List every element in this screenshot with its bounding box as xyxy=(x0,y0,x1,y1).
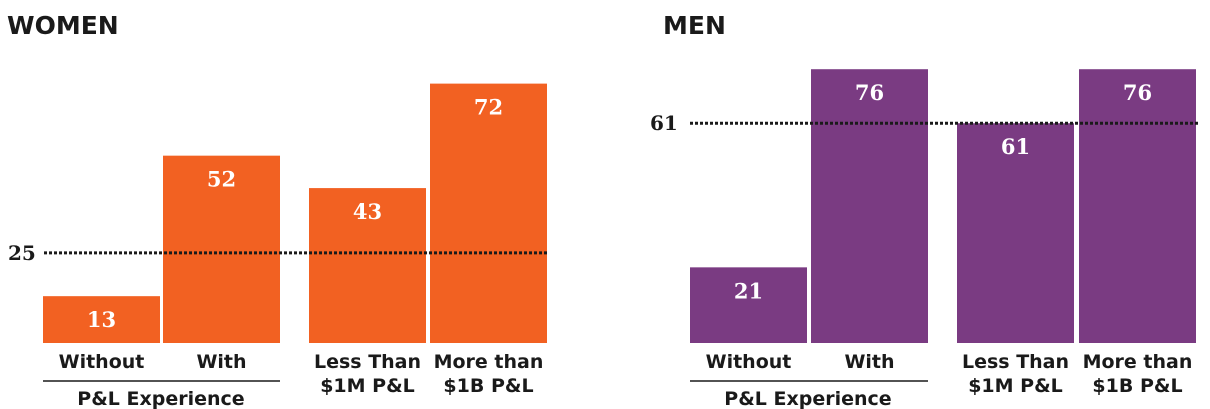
women-bar-1 xyxy=(43,296,160,343)
men-category-label-2: With xyxy=(844,351,894,373)
women-category-label-4-line-2: $1B P&L xyxy=(443,375,533,397)
women-bar-value-2: 52 xyxy=(207,167,236,192)
women-category-label-2: With xyxy=(196,351,246,373)
women-bar-value-3: 43 xyxy=(353,199,382,224)
men-panel-title: MEN xyxy=(663,11,726,40)
men-reference-label: 61 xyxy=(650,111,678,135)
men-group-label: P&L Experience xyxy=(724,388,891,409)
men-category-label-4-line-1: More than xyxy=(1083,351,1193,373)
women-panel-title: WOMEN xyxy=(7,11,119,40)
women-bar-value-4: 72 xyxy=(474,95,503,120)
women-category-label-3-line-1: Less Than xyxy=(314,351,421,373)
men-category-label-4-line-2: $1B P&L xyxy=(1092,375,1182,397)
men-bar-4 xyxy=(1079,69,1196,343)
men-bar-value-4: 76 xyxy=(1123,80,1152,105)
women-category-label-4-line-1: More than xyxy=(434,351,544,373)
men-category-label-3-line-2: $1M P&L xyxy=(968,375,1063,397)
women-reference-label: 25 xyxy=(8,241,36,265)
men-bar-1 xyxy=(690,267,807,343)
women-bar-2 xyxy=(163,155,280,343)
men-bar-value-2: 76 xyxy=(855,80,884,105)
men-bar-3 xyxy=(957,123,1074,343)
men-category-label-3-line-1: Less Than xyxy=(962,351,1069,373)
men-bar-value-1: 21 xyxy=(734,278,763,303)
women-bar-value-1: 13 xyxy=(87,307,116,332)
women-bar-4 xyxy=(430,83,547,343)
men-bar-value-3: 61 xyxy=(1001,134,1030,159)
women-group-label: P&L Experience xyxy=(77,388,244,409)
women-category-label-1: Without xyxy=(59,351,145,373)
men-bar-2 xyxy=(811,69,928,343)
men-category-label-1: Without xyxy=(706,351,792,373)
women-category-label-3-line-2: $1M P&L xyxy=(320,375,415,397)
women-bar-3 xyxy=(309,188,426,343)
